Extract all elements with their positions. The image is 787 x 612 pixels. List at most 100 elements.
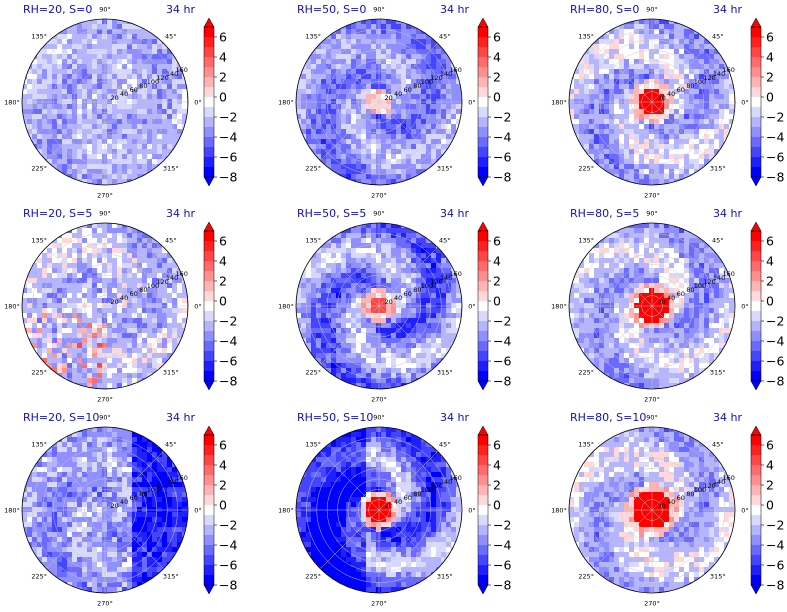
colorbar-segment — [751, 137, 761, 148]
colorbar-segment — [204, 351, 214, 362]
angle-tick-label: 90° — [373, 6, 385, 14]
radial-tick-label: 160 — [722, 474, 734, 482]
colorbar-tick-label: −8 — [219, 170, 237, 185]
polar-grid — [21, 426, 189, 594]
panel-title: RH=50, S=0 — [297, 3, 367, 16]
colorbar-segment — [204, 167, 214, 178]
colorbar-segment — [204, 77, 214, 88]
colorbar-segment — [751, 97, 761, 108]
colorbar-segment — [204, 271, 214, 282]
colorbar-tick-label: 2 — [766, 478, 774, 493]
radial-tick-label: 140 — [166, 274, 178, 282]
colorbar-segment — [751, 231, 761, 242]
radial-tick-label: 120 — [430, 482, 442, 490]
colorbar: 6 4 2 0 −2 −4 −6 −8 — [477, 17, 511, 187]
colorbar-segment — [751, 341, 761, 352]
colorbar-extend-max — [750, 221, 762, 232]
colorbar-segment — [478, 361, 488, 372]
colorbar-tick-label: 4 — [766, 50, 774, 65]
radial-tick-label: 160 — [175, 270, 187, 278]
colorbar-tick-label: −4 — [766, 334, 784, 349]
grid-spoke — [320, 509, 380, 569]
colorbar-segment — [478, 555, 488, 566]
radial-tick-label: 40 — [394, 498, 402, 506]
radial-tick-label: 100 — [421, 486, 433, 494]
polar-plot: 90°45°0°315°270°225°180°135°20 40 60 80 1001… — [4, 6, 237, 200]
grid-spoke — [46, 451, 106, 511]
radial-tick-label: 60 — [130, 494, 138, 502]
colorbar-extend-min — [477, 380, 489, 391]
colorbar-segment — [204, 157, 214, 168]
colorbar-frame — [750, 230, 762, 382]
colorbar-segment — [204, 321, 214, 332]
colorbar-segment — [478, 455, 488, 466]
colorbar-segment — [478, 301, 488, 312]
polar-frame — [568, 426, 736, 594]
colorbar-segment — [751, 545, 761, 556]
grid-spoke — [378, 247, 438, 307]
colorbar-segment — [478, 445, 488, 456]
colorbar-frame — [203, 434, 215, 586]
angle-tick-label: 270° — [371, 600, 387, 608]
colorbar-tick-label: 4 — [493, 254, 501, 269]
polar-plot: 90°45°0°315°270°225°180°135°20 40 60 80 1001… — [278, 6, 511, 200]
colorbar-segment — [478, 515, 488, 526]
colorbar-segment — [204, 27, 214, 38]
radial-tick-label: 160 — [175, 66, 187, 74]
grid-spoke — [104, 43, 164, 103]
angle-tick-label: 45° — [712, 441, 724, 449]
colorbar-segment — [204, 331, 214, 342]
polar-frame — [21, 222, 189, 390]
colorbar-segment — [478, 341, 488, 352]
colorbar-segment — [751, 455, 761, 466]
colorbar-segment — [478, 485, 488, 496]
colorbar-segment — [478, 311, 488, 322]
colorbar-tick-label: 2 — [219, 274, 227, 289]
colorbar-segment — [204, 107, 214, 118]
grid-spoke — [651, 101, 711, 161]
colorbar-segment — [204, 505, 214, 516]
polar-frame — [21, 18, 189, 186]
colorbar-segment — [204, 301, 214, 312]
angle-tick-label: 315° — [163, 164, 179, 172]
grid-spoke — [593, 509, 653, 569]
colorbar-segment — [478, 107, 488, 118]
colorbar-segment — [204, 37, 214, 48]
colorbar-tick-label: 4 — [219, 458, 227, 473]
colorbar-tick-label: −6 — [766, 150, 784, 165]
colorbar-segment — [204, 465, 214, 476]
colorbar-segment — [478, 321, 488, 332]
angle-tick-label: 45° — [165, 441, 177, 449]
radial-tick-label: 160 — [722, 66, 734, 74]
grid-spoke — [593, 43, 653, 103]
angle-tick-label: 45° — [439, 441, 451, 449]
polar-plot: 90°45°0°315°270°225°180°135°20 40 60 80 1001… — [4, 414, 237, 608]
colorbar-segment — [751, 147, 761, 158]
radial-tick-label: 100 — [421, 282, 433, 290]
colorbar-tick-label: 0 — [766, 294, 774, 309]
radial-tick-label: 20 — [657, 94, 665, 102]
colorbar-frame — [477, 230, 489, 382]
colorbar-segment — [478, 251, 488, 262]
radial-tick-label: 40 — [667, 498, 675, 506]
polar-grid — [21, 222, 189, 390]
grid-spoke — [104, 305, 164, 365]
colorbar-segment — [204, 241, 214, 252]
radial-tick-label: 100 — [694, 78, 706, 86]
colorbar-segment — [751, 435, 761, 446]
angle-tick-label: 225° — [305, 164, 321, 172]
colorbar-segment — [751, 445, 761, 456]
panel-rh50-s0: RH=50, S=0 34 hr 90° 45° 0° 315° 270° 225° 180… — [274, 0, 536, 204]
radial-tick-label: 20 — [657, 502, 665, 510]
colorbar-segment — [204, 67, 214, 78]
radial-tick-label: 100 — [147, 282, 159, 290]
grid-spoke — [104, 101, 164, 161]
angle-tick-label: 135° — [578, 441, 594, 449]
colorbar-segment — [204, 231, 214, 242]
colorbar-segment — [204, 515, 214, 526]
radial-tick-label: 80 — [139, 82, 147, 90]
grid-spoke — [320, 247, 380, 307]
grid-spoke — [378, 43, 438, 103]
grid-spoke — [46, 305, 106, 365]
colorbar-tick-label: −6 — [219, 354, 237, 369]
